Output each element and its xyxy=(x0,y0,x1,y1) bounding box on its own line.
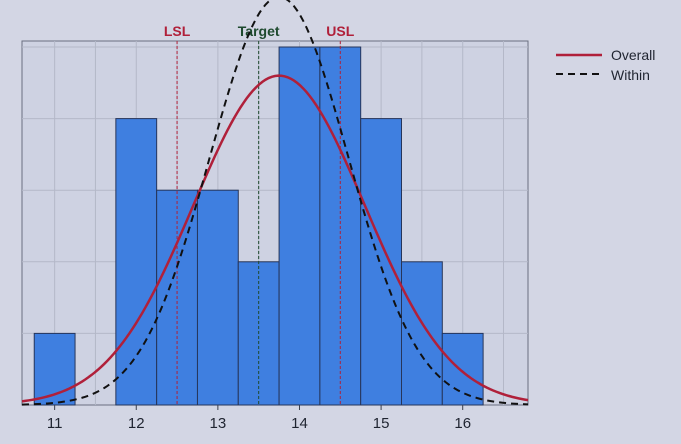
reference-label-usl: USL xyxy=(326,23,354,39)
histogram-bar-9 xyxy=(401,261,443,406)
reference-label-lsl: LSL xyxy=(164,23,191,39)
curve-overall xyxy=(21,74,529,403)
x-axis: 11 12 13 14 15 16 xyxy=(47,405,471,432)
distribution-curves xyxy=(21,0,529,406)
curve-within xyxy=(21,0,529,406)
x-tick-label: 11 xyxy=(47,415,63,432)
histogram-bar-4 xyxy=(196,189,239,406)
histogram-bar-10 xyxy=(441,332,484,406)
histogram-bar-6 xyxy=(278,46,321,406)
legend-label-overall: Overall xyxy=(611,47,655,63)
x-tick-label: 15 xyxy=(373,415,390,432)
histogram-bar-8 xyxy=(360,118,402,406)
x-tick-label: 12 xyxy=(128,415,145,432)
legend: Overall Within xyxy=(556,47,655,83)
reference-label-target: Target xyxy=(238,23,280,39)
legend-label-within: Within xyxy=(611,67,650,83)
x-tick-label: 16 xyxy=(454,415,471,432)
histogram-bar-2 xyxy=(115,118,158,406)
histogram-bars xyxy=(33,46,484,406)
x-tick-label: 13 xyxy=(210,415,227,432)
x-tick-label: 14 xyxy=(291,415,308,432)
